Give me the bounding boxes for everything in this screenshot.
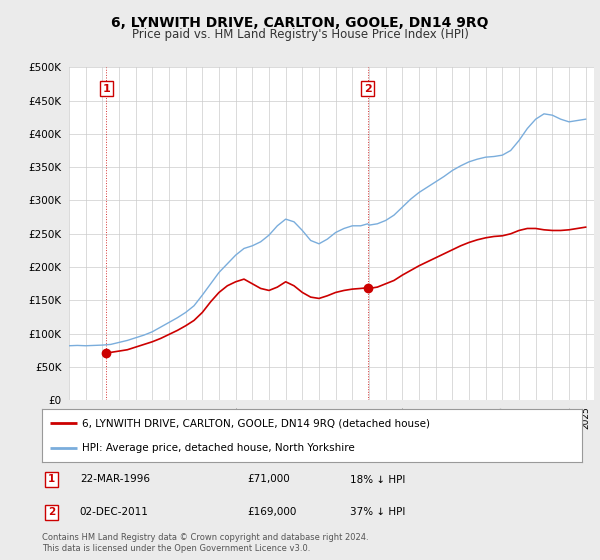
- Text: 6, LYNWITH DRIVE, CARLTON, GOOLE, DN14 9RQ (detached house): 6, LYNWITH DRIVE, CARLTON, GOOLE, DN14 9…: [83, 418, 431, 428]
- Text: 02-DEC-2011: 02-DEC-2011: [80, 507, 149, 517]
- Text: 37% ↓ HPI: 37% ↓ HPI: [350, 507, 405, 517]
- Text: 22-MAR-1996: 22-MAR-1996: [80, 474, 150, 484]
- Text: Price paid vs. HM Land Registry's House Price Index (HPI): Price paid vs. HM Land Registry's House …: [131, 28, 469, 41]
- Text: 2: 2: [48, 507, 55, 517]
- Text: HPI: Average price, detached house, North Yorkshire: HPI: Average price, detached house, Nort…: [83, 442, 355, 452]
- Text: £71,000: £71,000: [247, 474, 290, 484]
- Text: £169,000: £169,000: [247, 507, 296, 517]
- Text: 2: 2: [364, 83, 371, 94]
- Text: 18% ↓ HPI: 18% ↓ HPI: [350, 474, 405, 484]
- Text: 1: 1: [102, 83, 110, 94]
- Text: Contains HM Land Registry data © Crown copyright and database right 2024.
This d: Contains HM Land Registry data © Crown c…: [42, 533, 368, 553]
- Text: 1: 1: [48, 474, 55, 484]
- Text: 6, LYNWITH DRIVE, CARLTON, GOOLE, DN14 9RQ: 6, LYNWITH DRIVE, CARLTON, GOOLE, DN14 9…: [111, 16, 489, 30]
